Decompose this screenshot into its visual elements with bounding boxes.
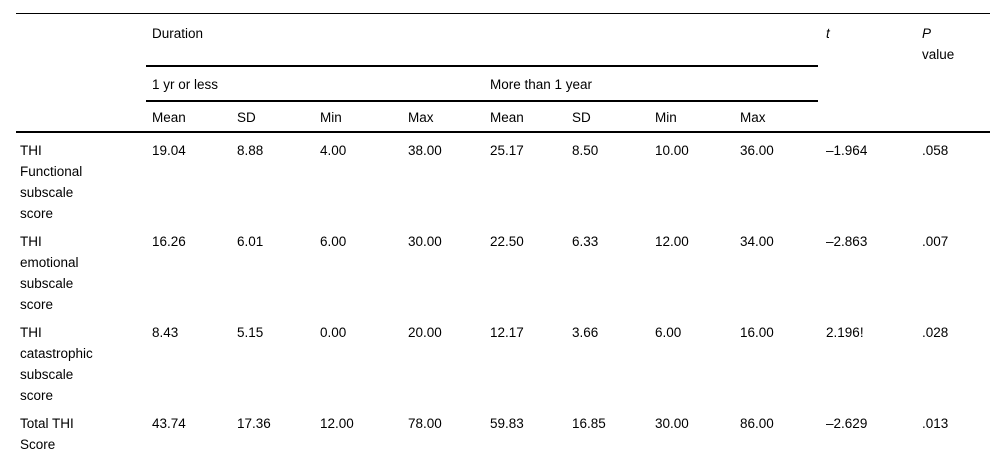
table-cell: 6.01 bbox=[237, 233, 264, 249]
table-cell: 30.00 bbox=[408, 233, 442, 249]
table-cell: 8.88 bbox=[237, 142, 264, 158]
t-statistic-header: t bbox=[818, 13, 915, 133]
table-cell: 43.74 bbox=[152, 415, 186, 431]
table-cell: 30.00 bbox=[655, 415, 689, 431]
t-value-cell: –2.863 bbox=[826, 233, 868, 249]
table-cell: 16.00 bbox=[740, 324, 774, 340]
col-header-sd-more: SD bbox=[566, 100, 649, 133]
table-cell: 38.00 bbox=[408, 142, 442, 158]
group-header-more-than-1-year: More than 1 year bbox=[484, 65, 819, 102]
table-cell: 25.17 bbox=[490, 142, 524, 158]
p-value-cell: .058 bbox=[922, 142, 949, 158]
col-header-max-more: Max bbox=[734, 100, 819, 133]
table-cell: 34.00 bbox=[740, 233, 774, 249]
duration-spanner-header: Duration bbox=[146, 13, 819, 67]
table-cell: 0.00 bbox=[320, 324, 347, 340]
col-header-max-1yr: Max bbox=[402, 100, 484, 133]
table-cell: 22.50 bbox=[490, 233, 524, 249]
header-row-duration: Duration t P value bbox=[16, 13, 991, 133]
table-cell: 17.36 bbox=[237, 415, 271, 431]
p-value-word: value bbox=[922, 47, 955, 62]
table-cell: 6.00 bbox=[655, 324, 682, 340]
table-cell: 3.66 bbox=[572, 324, 599, 340]
col-header-mean-more: Mean bbox=[484, 100, 566, 133]
col-header-min-more: Min bbox=[649, 100, 734, 133]
table-cell: 8.50 bbox=[572, 142, 599, 158]
row-label: Total THI Score bbox=[20, 415, 74, 452]
row-label: THI Functional subscale score bbox=[20, 142, 83, 221]
p-value-header: P value bbox=[914, 13, 991, 133]
table-cell: 59.83 bbox=[490, 415, 524, 431]
table-cell: 6.33 bbox=[572, 233, 599, 249]
table-row-total: Total THI Score 43.74 17.36 12.00 78.00 … bbox=[16, 406, 990, 457]
table-cell: 86.00 bbox=[740, 415, 774, 431]
col-header-min-1yr: Min bbox=[314, 100, 402, 133]
corner-cell bbox=[16, 13, 146, 133]
table-row-emotional: THI emotional subscale score 16.26 6.01 … bbox=[16, 224, 990, 315]
table-cell: 6.00 bbox=[320, 233, 347, 249]
t-value-cell: –1.964 bbox=[826, 142, 868, 158]
header-row-groups: 1 yr or less More than 1 year bbox=[16, 65, 990, 102]
table-cell: 16.26 bbox=[152, 233, 186, 249]
table-cell: 19.04 bbox=[152, 142, 186, 158]
thi-duration-stats-table: Duration t P value 1 yr or less More tha… bbox=[16, 13, 991, 457]
table-cell: 12.00 bbox=[655, 233, 689, 249]
p-symbol: P bbox=[922, 26, 932, 41]
table-cell: 16.85 bbox=[572, 415, 606, 431]
table-cell: 4.00 bbox=[320, 142, 347, 158]
table-cell: 12.00 bbox=[320, 415, 354, 431]
t-value-cell: –2.629 bbox=[826, 415, 868, 431]
table-cell: 36.00 bbox=[740, 142, 774, 158]
table-row-catastrophic: THI catastrophic subscale score 8.43 5.1… bbox=[16, 315, 990, 406]
row-label: THI emotional subscale score bbox=[20, 233, 79, 312]
col-header-sd-1yr: SD bbox=[231, 100, 314, 133]
p-value-cell: .007 bbox=[922, 233, 949, 249]
table-cell: 8.43 bbox=[152, 324, 179, 340]
table-cell: 10.00 bbox=[655, 142, 689, 158]
table-cell: 5.15 bbox=[237, 324, 264, 340]
table-container: Duration t P value 1 yr or less More tha… bbox=[16, 13, 991, 457]
group-header-1yr-or-less: 1 yr or less bbox=[146, 65, 484, 102]
col-header-mean-1yr: Mean bbox=[146, 100, 231, 133]
header-row-stats: Mean SD Min Max Mean SD Min Max bbox=[16, 100, 990, 133]
table-cell: 20.00 bbox=[408, 324, 442, 340]
p-value-cell: .013 bbox=[922, 415, 949, 431]
table-row-functional: THI Functional subscale score 19.04 8.88… bbox=[16, 132, 990, 224]
p-value-cell: .028 bbox=[922, 324, 949, 340]
table-cell: 78.00 bbox=[408, 415, 442, 431]
row-label: THI catastrophic subscale score bbox=[20, 324, 93, 403]
t-value-cell: 2.196! bbox=[826, 324, 864, 340]
table-cell: 12.17 bbox=[490, 324, 524, 340]
